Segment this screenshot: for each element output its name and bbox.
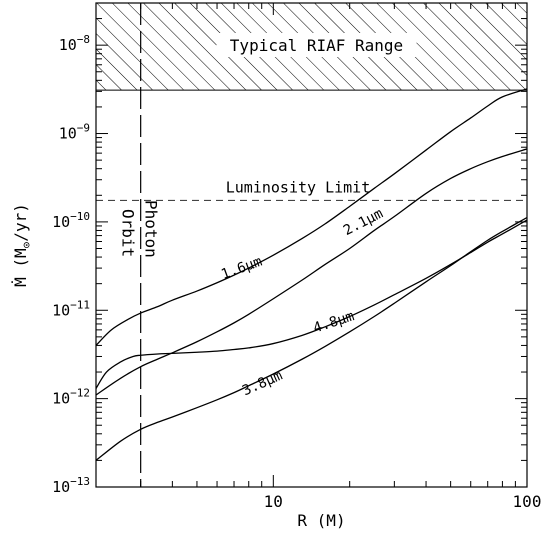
y-tick-label: 10−12 [52, 387, 90, 408]
y-tick-label: 10−11 [52, 298, 90, 319]
riaf-label-background [216, 33, 417, 57]
luminosity-limit-label: Luminosity Limit [226, 178, 371, 196]
photon-orbit-label-line1: Photon [142, 200, 161, 258]
series-label-1: 1.6μm [219, 254, 264, 283]
riaf-range-label: Typical RIAF Range [230, 36, 403, 55]
y-tick-label: 10−9 [59, 122, 90, 143]
y-tick-label: 10−8 [59, 33, 90, 54]
series-line-4 [96, 216, 527, 461]
y-tick-label: 10−10 [52, 210, 90, 231]
y-tick-label: 10−13 [52, 475, 90, 496]
series-label-2: 2.1μm [341, 206, 386, 239]
x-axis-label: R (M) [297, 511, 345, 530]
photon-orbit-label-line2: Orbit [119, 209, 138, 257]
series-line-2 [96, 148, 527, 396]
series-line-1 [96, 88, 527, 346]
x-tick-label: 100 [513, 492, 542, 511]
y-axis-label: Ṁ (M⊙/yr) [11, 203, 33, 287]
x-tick-label: 10 [264, 492, 283, 511]
series-label-4: 3.8μm [240, 368, 285, 400]
plot-frame [95, 2, 528, 488]
